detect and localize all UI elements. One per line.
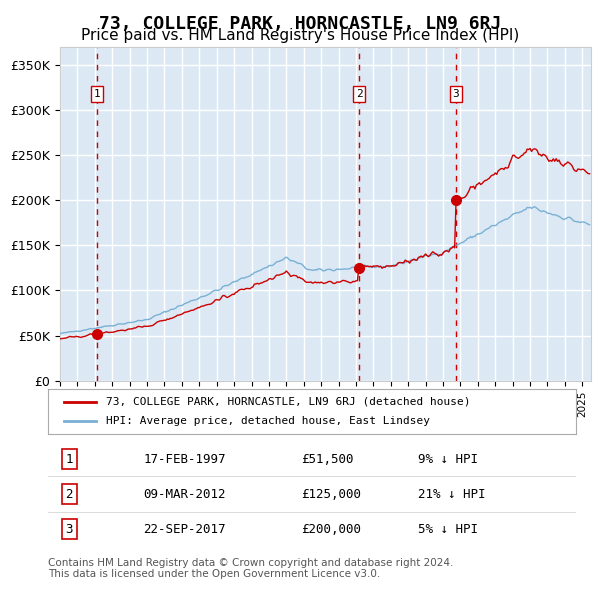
Text: 09-MAR-2012: 09-MAR-2012 [143,487,226,501]
Text: 9% ↓ HPI: 9% ↓ HPI [418,453,478,466]
Text: 2: 2 [356,89,362,99]
Text: 73, COLLEGE PARK, HORNCASTLE, LN9 6RJ: 73, COLLEGE PARK, HORNCASTLE, LN9 6RJ [99,15,501,33]
Text: 5% ↓ HPI: 5% ↓ HPI [418,523,478,536]
Text: 17-FEB-1997: 17-FEB-1997 [143,453,226,466]
Text: 22-SEP-2017: 22-SEP-2017 [143,523,226,536]
Text: £200,000: £200,000 [301,523,361,536]
Text: 1: 1 [94,89,100,99]
Text: £51,500: £51,500 [301,453,354,466]
Text: Contains HM Land Registry data © Crown copyright and database right 2024.
This d: Contains HM Land Registry data © Crown c… [48,558,454,579]
Text: 3: 3 [65,523,73,536]
Text: HPI: Average price, detached house, East Lindsey: HPI: Average price, detached house, East… [106,417,430,426]
Text: Price paid vs. HM Land Registry's House Price Index (HPI): Price paid vs. HM Land Registry's House … [81,28,519,43]
Text: 73, COLLEGE PARK, HORNCASTLE, LN9 6RJ (detached house): 73, COLLEGE PARK, HORNCASTLE, LN9 6RJ (d… [106,397,470,407]
Text: 1: 1 [65,453,73,466]
Text: 21% ↓ HPI: 21% ↓ HPI [418,487,485,501]
Text: 3: 3 [452,89,459,99]
Text: 2: 2 [65,487,73,501]
Text: £125,000: £125,000 [301,487,361,501]
